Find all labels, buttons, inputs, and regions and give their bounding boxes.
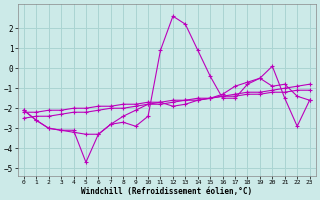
X-axis label: Windchill (Refroidissement éolien,°C): Windchill (Refroidissement éolien,°C) [81, 187, 252, 196]
